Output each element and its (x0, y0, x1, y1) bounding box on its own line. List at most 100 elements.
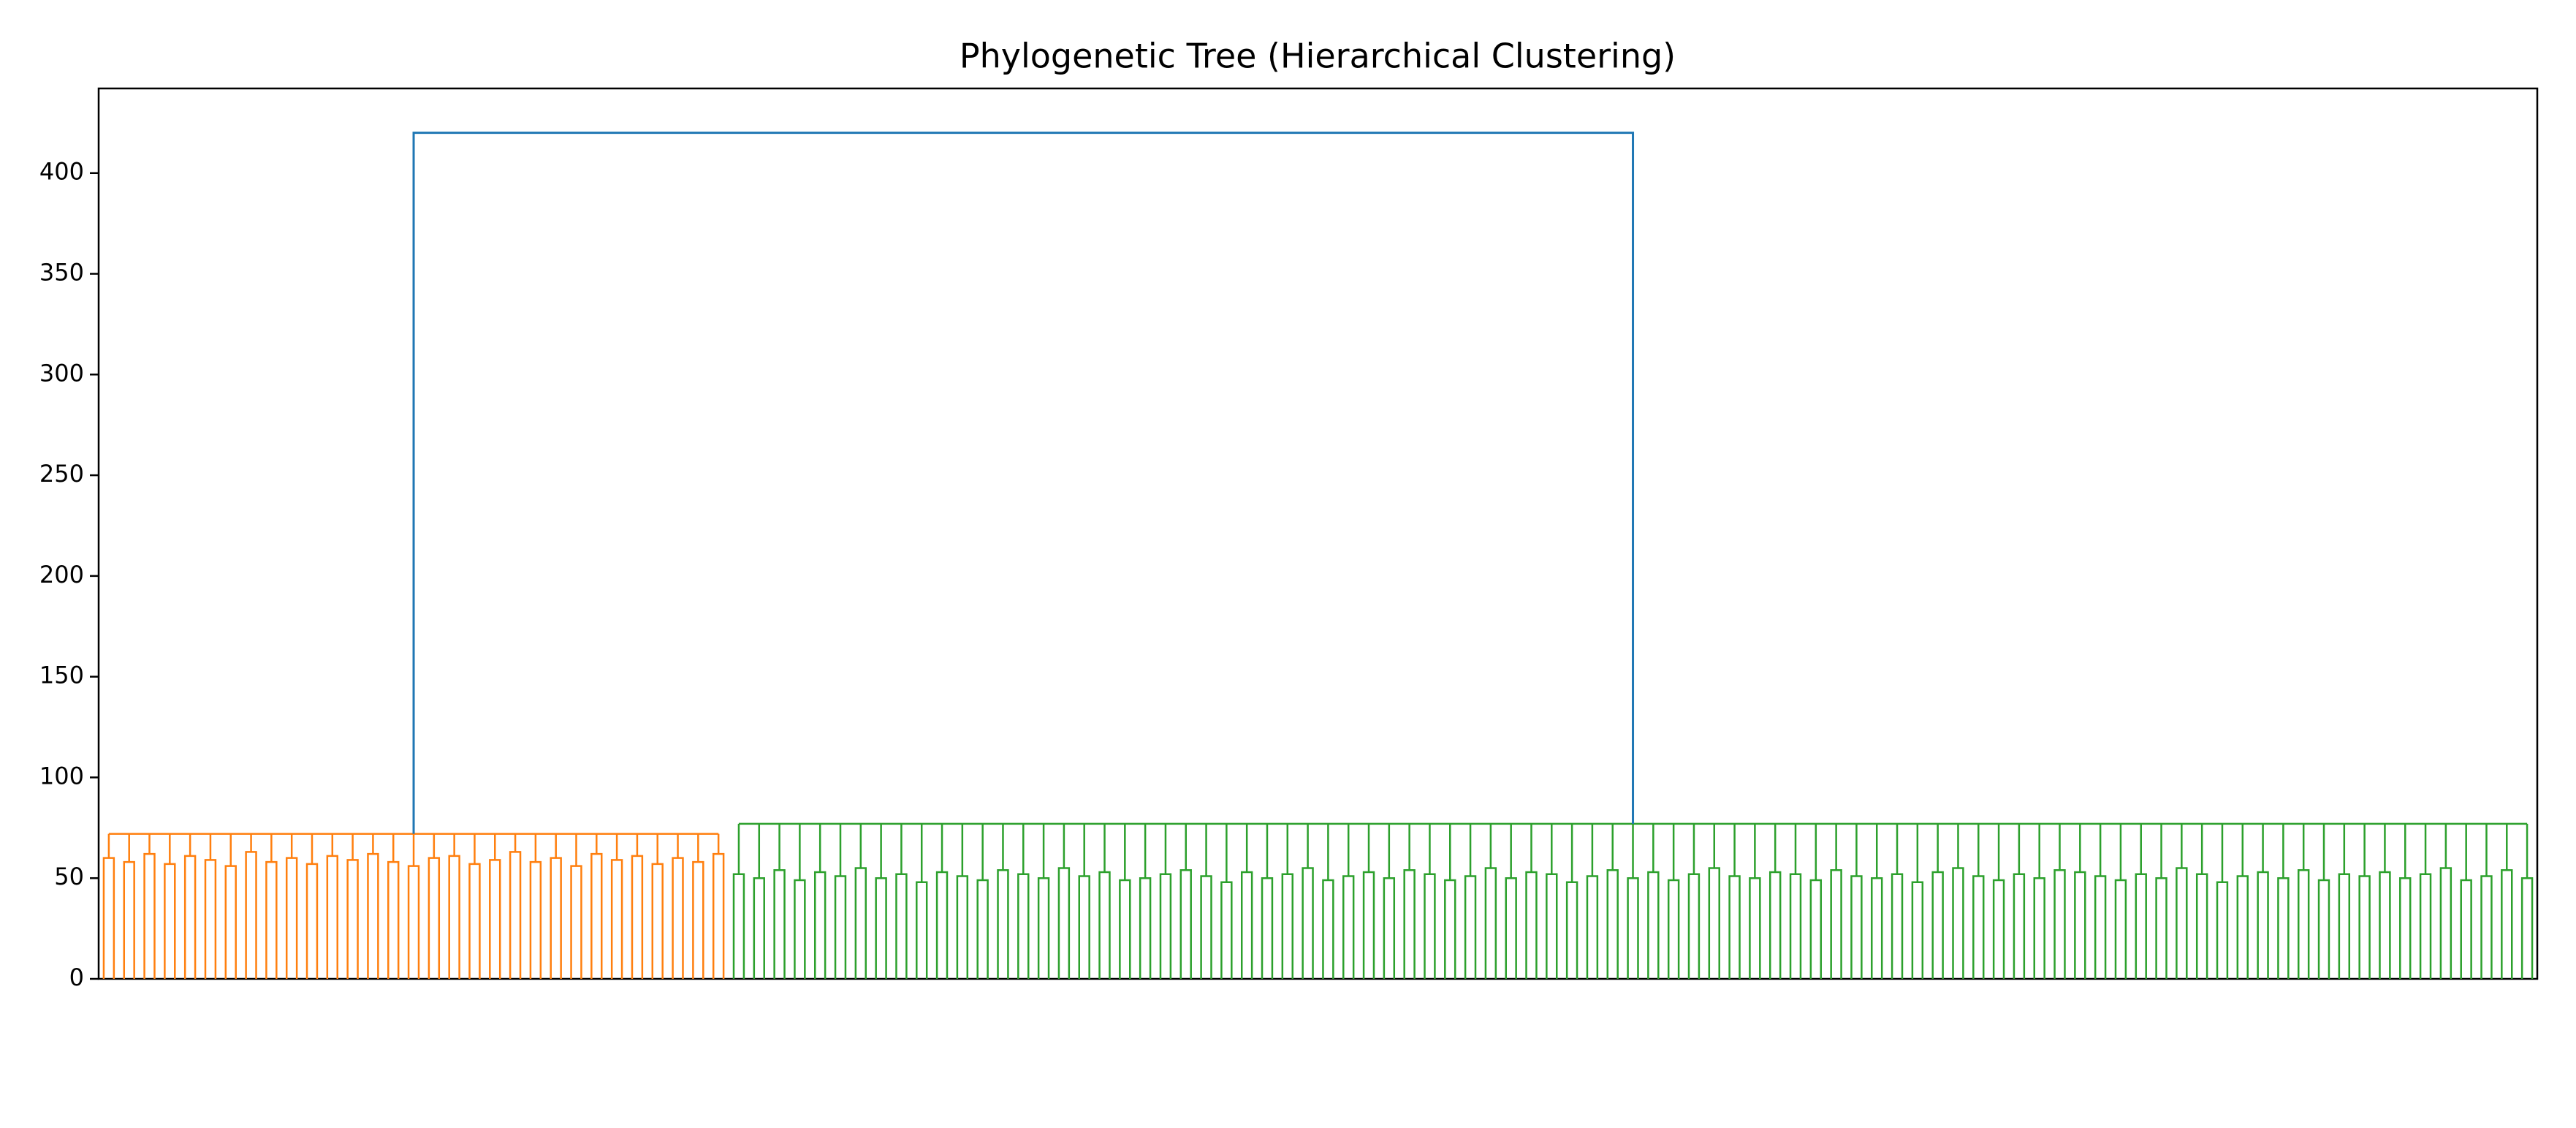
y-tick-label: 250 (39, 460, 84, 488)
merge-link (2195, 873, 2208, 979)
merge-link (1992, 879, 2005, 979)
merge-link (1891, 873, 1904, 979)
merge-link (1484, 867, 1497, 979)
merge-link (468, 863, 481, 979)
merge-link (1871, 877, 1883, 979)
merge-link (1403, 868, 1416, 979)
merge-link (916, 881, 928, 979)
merge-link (509, 851, 522, 979)
merge-link (732, 873, 745, 979)
merge-link (204, 859, 217, 979)
plot-frame (97, 87, 2539, 980)
merge-link (1057, 867, 1071, 979)
merge-link (1687, 873, 1701, 979)
merge-link (2338, 873, 2351, 979)
merge-link (1078, 875, 1090, 979)
merge-link (2298, 868, 2310, 979)
merge-link (2399, 877, 2412, 979)
merge-link (102, 857, 115, 979)
merge-link (1647, 871, 1660, 979)
merge-link (1383, 877, 1396, 979)
cluster-link (737, 822, 2528, 882)
merge-link (1708, 867, 1720, 979)
merge-link (2216, 881, 2229, 979)
merge-link (367, 852, 379, 979)
merge-link (2176, 867, 2188, 979)
merge-link (1667, 879, 1680, 979)
y-tick-label: 400 (39, 158, 84, 186)
chart-title: Phylogenetic Tree (Hierarchical Clusteri… (960, 37, 1676, 76)
merge-link (550, 857, 562, 979)
merge-link (387, 860, 400, 979)
merge-link (1240, 871, 1253, 979)
merge-link (651, 863, 664, 979)
merge-link (672, 857, 684, 979)
merge-link (813, 871, 827, 979)
merge-link (2236, 875, 2249, 979)
merge-link (183, 855, 197, 979)
merge-link (1809, 879, 1823, 979)
root-link (412, 132, 1635, 834)
merge-link (1017, 873, 1030, 979)
merge-link (997, 868, 1009, 979)
merge-link (1037, 877, 1050, 979)
merge-link (2053, 868, 2066, 979)
merge-link (1362, 871, 1375, 979)
merge-link (2520, 877, 2534, 979)
merge-link (326, 855, 338, 979)
merge-link (773, 868, 786, 979)
merge-link (2460, 879, 2472, 979)
merge-link (2094, 875, 2107, 979)
merge-link (2277, 877, 2290, 979)
y-tick-label: 0 (69, 964, 84, 991)
merge-link (1505, 877, 1517, 979)
merge-link (1424, 873, 1436, 979)
merge-link (590, 852, 603, 979)
merge-link (1444, 879, 1456, 979)
merge-link (2501, 868, 2513, 979)
merge-link (2358, 875, 2371, 979)
merge-link (570, 865, 582, 979)
merge-link (1565, 881, 1578, 979)
merge-link (428, 857, 441, 979)
y-tick-label: 300 (39, 359, 84, 387)
merge-link (2033, 877, 2045, 979)
merge-link (1342, 875, 1355, 979)
merge-link (1749, 877, 1761, 979)
merge-link (1627, 877, 1639, 979)
merge-link (1952, 867, 1964, 979)
merge-link (2419, 873, 2432, 979)
merge-link (164, 863, 176, 979)
merge-link (895, 873, 908, 979)
merge-link (692, 860, 704, 979)
y-tick-label: 100 (39, 762, 84, 790)
merge-link (610, 859, 623, 979)
merge-link (2379, 871, 2391, 979)
merge-link (1789, 873, 1802, 979)
merge-link (976, 879, 989, 979)
merge-link (224, 865, 237, 979)
merge-link (1830, 868, 1842, 979)
merge-link (2480, 875, 2493, 979)
merge-link (265, 860, 278, 979)
merge-link (1098, 871, 1111, 979)
merge-link (2013, 873, 2026, 979)
merge-link (794, 879, 806, 979)
merge-link (2074, 871, 2086, 979)
merge-link (1302, 867, 1314, 979)
merge-link (123, 860, 135, 979)
merge-link (1972, 875, 1985, 979)
merge-link (2135, 873, 2147, 979)
merge-link (1911, 881, 1924, 979)
merge-link (346, 859, 359, 979)
merge-link (1606, 868, 1619, 979)
merge-link (2317, 879, 2330, 979)
merge-link (1931, 871, 1944, 979)
merge-link (935, 871, 949, 979)
merge-link (1322, 879, 1334, 979)
merge-link (1464, 875, 1477, 979)
y-tick-label: 50 (54, 863, 84, 890)
merge-link (448, 855, 460, 979)
